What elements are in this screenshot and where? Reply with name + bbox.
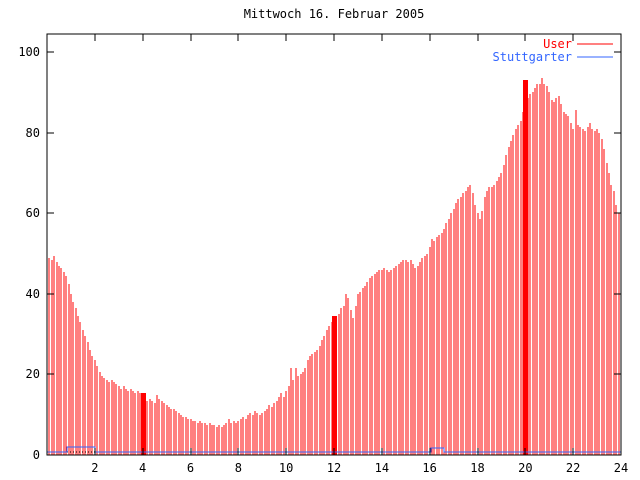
stuttgarter-series-line <box>47 446 621 453</box>
user-wide-impulse <box>332 316 337 455</box>
y-tick-label: 60 <box>25 206 40 221</box>
x-tick-label: 22 <box>565 461 581 475</box>
x-tick-label: 14 <box>374 461 390 475</box>
y-tick-label: 80 <box>25 125 40 140</box>
x-tick-label: 10 <box>278 461 294 475</box>
x-tick-label: 24 <box>613 461 629 475</box>
x-tick-label: 20 <box>518 461 533 475</box>
x-tick-label: 6 <box>186 461 195 475</box>
y-tick-label: 20 <box>25 367 40 382</box>
x-tick-label: 2 <box>91 461 99 475</box>
x-tick-label: 12 <box>326 461 342 475</box>
x-tick-label: 8 <box>234 461 242 475</box>
axis-ticks <box>47 34 622 455</box>
user-wide-impulse <box>523 80 528 455</box>
user-wide-impulse <box>141 393 146 455</box>
x-tick-label: 16 <box>422 461 437 475</box>
x-tick-label: 18 <box>470 461 485 475</box>
legend-label-user: User <box>543 37 572 51</box>
y-tick-label: 100 <box>18 45 40 59</box>
legend-label-stuttgarter: Stuttgarter <box>492 50 572 64</box>
y-tick-label: 40 <box>25 286 40 301</box>
y-tick-label: 0 <box>32 448 40 462</box>
chart-title: Mittwoch 16. Februar 2005 <box>243 7 425 21</box>
x-tick-label: 4 <box>139 461 147 475</box>
